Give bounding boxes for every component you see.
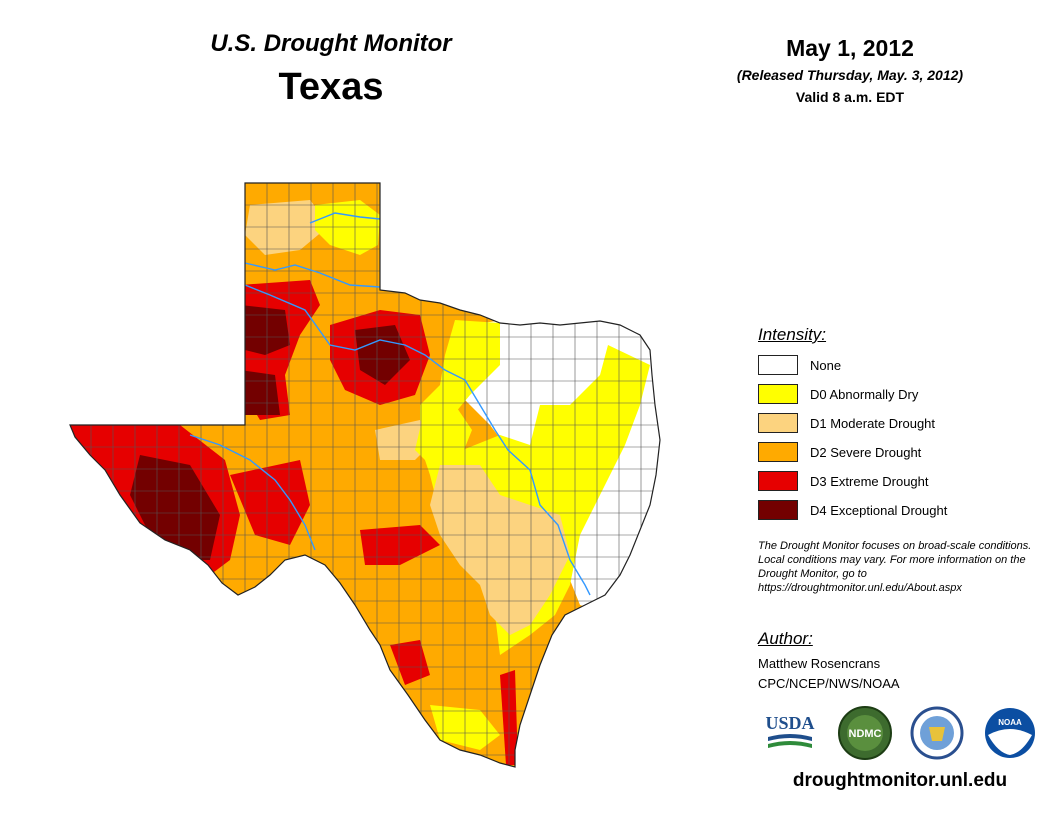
ndmc-logo: NDMC: [838, 706, 892, 760]
usda-logo: USDA: [765, 713, 815, 748]
legend-label: None: [810, 357, 842, 373]
release-date: (Released Thursday, May. 3, 2012): [736, 67, 964, 83]
legend-label: D0 Abnormally Dry: [810, 386, 919, 402]
legend-swatch: [758, 355, 798, 375]
svg-text:NDMC: NDMC: [849, 728, 882, 740]
legend-item-d2: D2 Severe Drought: [758, 441, 921, 463]
valid-time: Valid 8 a.m. EDT: [795, 89, 905, 105]
author-heading: Author:: [758, 629, 813, 648]
legend-label: D2 Severe Drought: [810, 444, 922, 460]
d3-border-area: [390, 640, 430, 685]
legend-item-none: None: [758, 354, 841, 376]
legend-swatch: [758, 384, 798, 404]
partner-logos: USDA NDMC NOAA: [765, 706, 1035, 760]
svg-text:USDA: USDA: [765, 713, 814, 733]
d4-western-area: [240, 305, 290, 355]
noaa-logo: NOAA: [985, 708, 1035, 758]
d4-lubbock-area: [240, 370, 280, 415]
legend-item-d3: D3 Extreme Drought: [758, 470, 929, 492]
legend-item-d1: D1 Moderate Drought: [758, 412, 935, 434]
d1-panhandle-area: [245, 200, 330, 255]
state-title: Texas: [278, 66, 384, 108]
map-date: May 1, 2012: [786, 35, 914, 61]
legend-label: D3 Extreme Drought: [810, 473, 929, 489]
legend-label: D4 Exceptional Drought: [810, 502, 948, 518]
d4-rolling-plains-area: [355, 325, 410, 385]
legend-label: D1 Moderate Drought: [810, 415, 936, 431]
legend-title: Intensity:: [758, 325, 827, 344]
legend-swatch: [758, 500, 798, 520]
doc-seal: [910, 706, 964, 760]
legend-swatch: [758, 471, 798, 491]
legend-item-d0: D0 Abnormally Dry: [758, 383, 918, 405]
author-org: CPC/NCEP/NWS/NOAA: [758, 676, 900, 691]
d0-hill-country-area: [415, 405, 472, 467]
map-title: U.S. Drought Monitor: [210, 30, 452, 57]
legend-swatch: [758, 442, 798, 462]
legend-swatch: [758, 413, 798, 433]
disclaimer-note: The Drought Monitor focuses on broad-sca…: [758, 540, 1032, 594]
website-url[interactable]: droughtmonitor.unl.edu: [792, 770, 1008, 791]
texas-drought-map: [69, 182, 661, 768]
svg-text:NOAA: NOAA: [998, 718, 1022, 727]
legend-item-d4: D4 Exceptional Drought: [758, 499, 947, 521]
d3-edwards-area: [230, 460, 310, 545]
author-name: Matthew Rosencrans: [758, 656, 881, 671]
rivers: [189, 212, 591, 596]
